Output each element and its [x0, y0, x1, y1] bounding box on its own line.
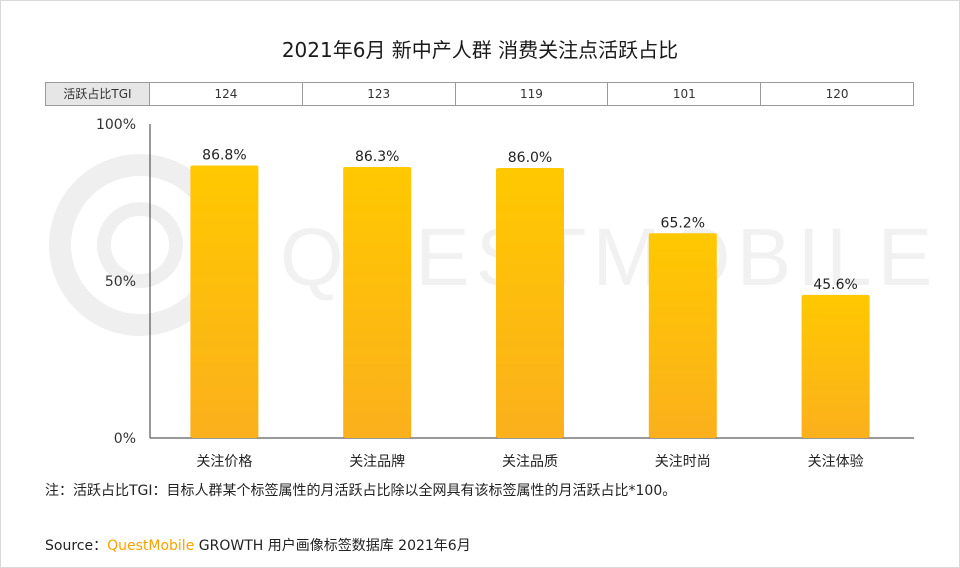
bar-5 — [801, 294, 870, 438]
bar-value-label: 86.8% — [202, 147, 246, 163]
x-tick-label: 关注时尚 — [655, 454, 711, 470]
tgi-table: 活跃占比TGI 124 123 119 101 120 — [45, 82, 914, 106]
source-line: Source：QuestMobile GROWTH 用户画像标签数据库 2021… — [45, 535, 471, 555]
footnote: 注：活跃占比TGI：目标人群某个标签属性的月活跃占比除以全网具有该标签属性的月活… — [45, 483, 677, 499]
tgi-value-5: 120 — [825, 87, 849, 101]
y-tick-label: 0% — [114, 431, 136, 447]
tgi-value-2: 123 — [303, 83, 456, 105]
bar-2 — [343, 167, 412, 438]
y-tick-label: 100% — [96, 117, 136, 133]
tgi-value-1: 124 — [150, 83, 303, 105]
bar-3 — [496, 167, 564, 438]
source-rest: GROWTH 用户画像标签数据库 2021年6月 — [194, 538, 471, 554]
bar-1 — [190, 165, 259, 438]
bar-value-label: 65.2% — [661, 215, 705, 231]
chart-title: 2021年6月 新中产人群 消费关注点活跃占比 — [281, 38, 679, 62]
x-tick-label: 关注价格 — [196, 454, 252, 470]
bar-4 — [648, 233, 717, 438]
y-tick-label: 50% — [105, 274, 136, 290]
tgi-label: 活跃占比TGI — [46, 83, 150, 105]
source-prefix: Source： — [45, 538, 108, 554]
source-brand: QuestMobile — [107, 538, 195, 554]
x-tick-label: 关注品质 — [502, 454, 558, 470]
x-tick-label: 关注体验 — [808, 454, 864, 470]
bar-value-label: 86.0% — [508, 150, 552, 166]
tgi-value-3: 119 — [456, 83, 609, 105]
tgi-value-4: 101 — [608, 83, 762, 105]
bar-value-label: 86.3% — [355, 149, 399, 165]
x-tick-label: 关注品牌 — [349, 453, 405, 470]
bar-value-label: 45.6% — [813, 277, 857, 293]
